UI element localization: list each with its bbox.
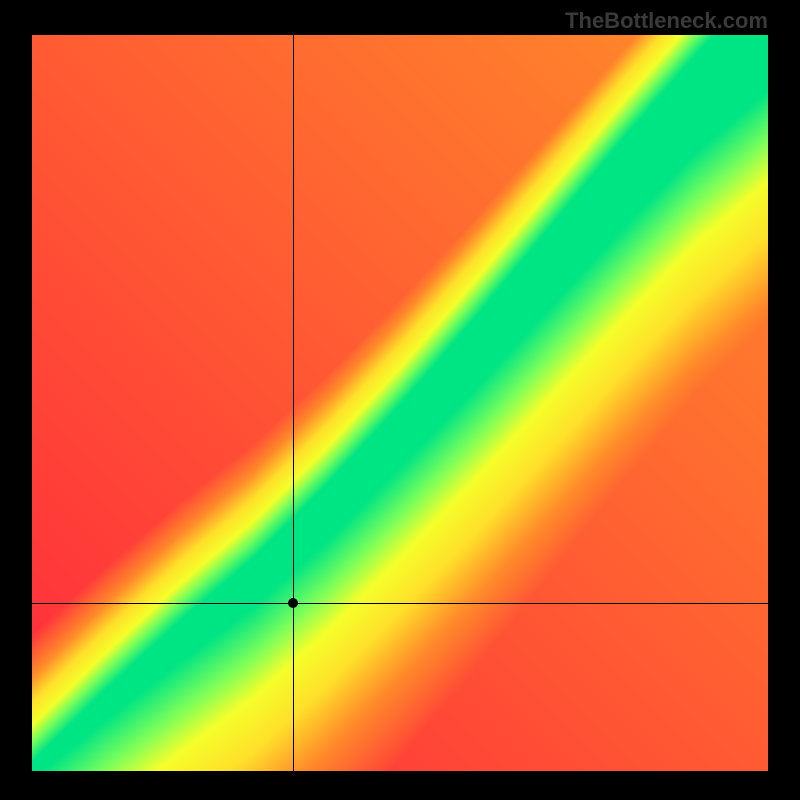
heatmap-plot-area: [32, 35, 768, 771]
crosshair-marker-dot: [288, 598, 298, 608]
watermark-text: TheBottleneck.com: [565, 8, 768, 34]
chart-container: TheBottleneck.com: [0, 0, 800, 800]
crosshair-horizontal-line: [32, 603, 768, 604]
heatmap-canvas: [32, 35, 768, 771]
crosshair-vertical-line: [293, 35, 294, 771]
